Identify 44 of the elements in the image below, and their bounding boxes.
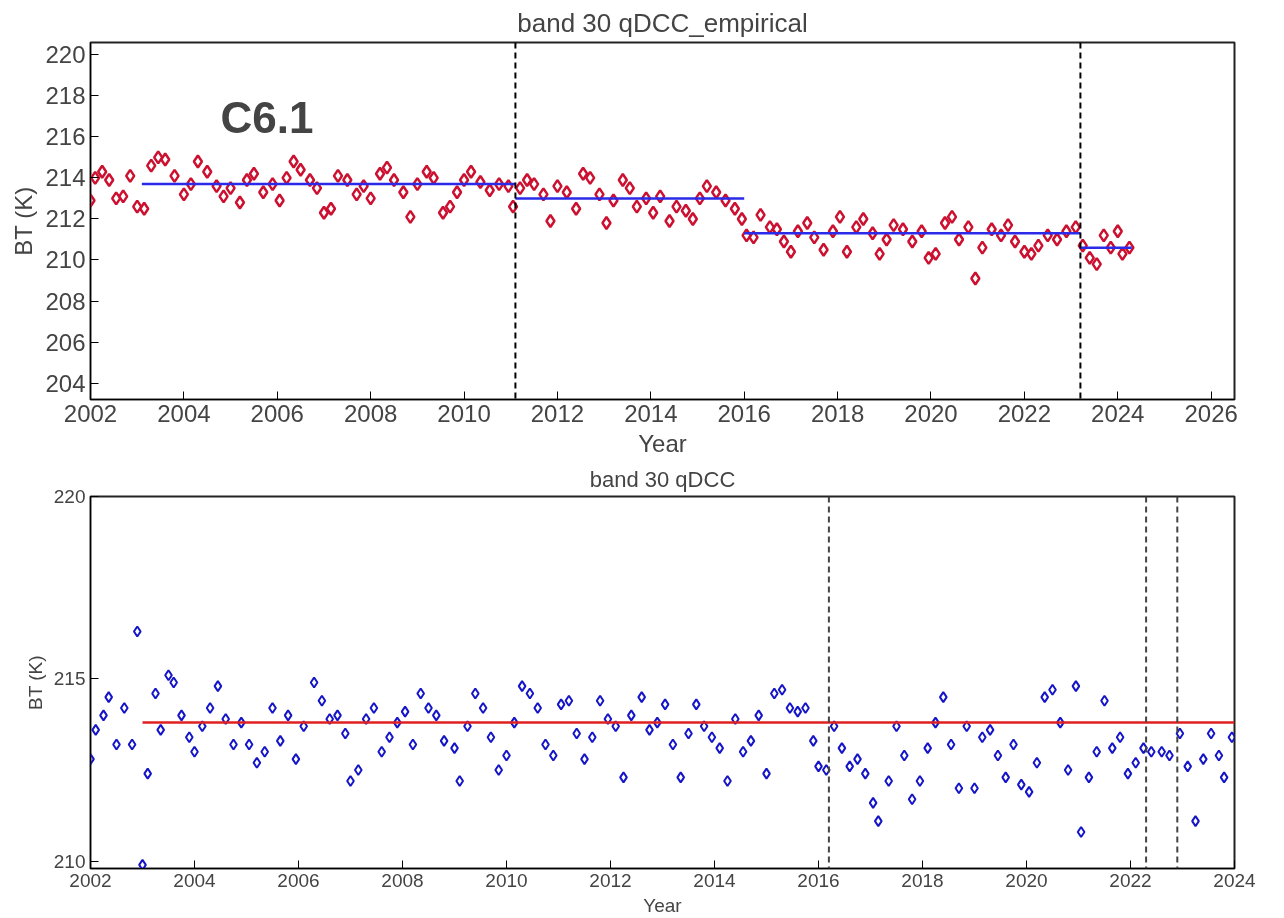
x-tick-label: 2010 (485, 869, 528, 891)
x-tick-label: 2018 (810, 399, 865, 427)
x-tick-label: 2024 (1213, 869, 1257, 891)
chart-title: band 30 qDCC_empirical (517, 7, 808, 38)
x-tick-label: 2004 (173, 869, 217, 891)
x-tick-label: 2008 (381, 869, 424, 891)
x-tick-label: 2022 (1109, 869, 1152, 891)
x-tick-label: 2020 (904, 399, 958, 427)
y-tick-label: 214 (45, 164, 86, 192)
x-tick-label: 2016 (717, 399, 771, 427)
y-tick-label: 216 (45, 123, 86, 151)
y-axis-title: BT (K) (10, 186, 38, 256)
x-tick-label: 2022 (997, 399, 1052, 427)
x-tick-label: 2014 (693, 869, 737, 891)
x-tick-label: 2026 (1184, 399, 1238, 427)
x-tick-label: 2010 (437, 399, 491, 427)
x-tick-label: 2012 (530, 399, 585, 427)
y-tick-label: 220 (45, 41, 86, 69)
x-tick-label: 2008 (343, 399, 398, 427)
y-tick-label: 212 (45, 205, 86, 233)
y-tick-label: 210 (53, 850, 86, 872)
y-tick-label: 210 (45, 246, 86, 274)
y-tick-label: 208 (45, 287, 86, 315)
x-tick-label: 2012 (589, 869, 632, 891)
y-axis-title: BT (K) (24, 655, 46, 710)
x-axis-title: Year (643, 894, 683, 916)
chart-title: band 30 qDCC (589, 466, 736, 492)
y-tick-label: 218 (45, 82, 86, 110)
x-tick-label: 2018 (901, 869, 944, 891)
x-tick-label: 2004 (157, 399, 211, 427)
x-tick-label: 2020 (1005, 869, 1048, 891)
x-tick-label: 2006 (250, 399, 304, 427)
y-tick-label: 206 (45, 328, 86, 356)
y-tick-label: 215 (53, 668, 86, 690)
x-axis-title: Year (638, 429, 687, 457)
y-tick-label: 220 (53, 486, 86, 507)
annotation: C6.1 (220, 92, 314, 142)
x-tick-label: 2016 (797, 869, 840, 891)
x-tick-label: 2014 (624, 399, 678, 427)
x-tick-label: 2024 (1091, 399, 1145, 427)
x-tick-label: 2002 (69, 869, 112, 891)
x-tick-label: 2002 (63, 399, 118, 427)
x-tick-label: 2006 (277, 869, 320, 891)
y-tick-label: 204 (45, 369, 86, 397)
